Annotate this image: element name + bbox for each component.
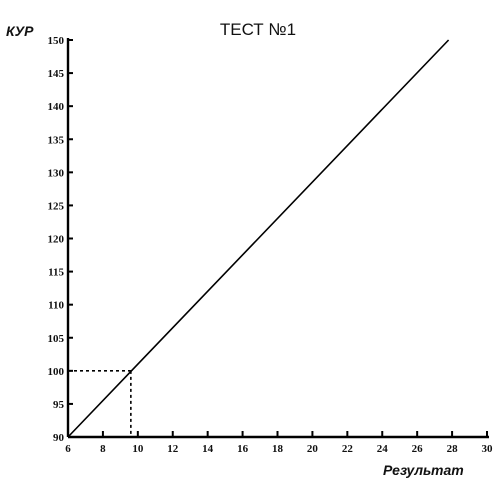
x-tick-label: 28 (447, 443, 459, 455)
y-tick-label: 115 (48, 267, 64, 279)
x-tick-label: 8 (100, 443, 106, 455)
y-tick-label: 125 (48, 200, 65, 212)
y-tick-label: 90 (53, 432, 65, 444)
chart-title: ТЕСТ №1 (220, 20, 296, 39)
x-tick-label: 30 (482, 443, 494, 455)
y-tick-label: 100 (48, 366, 65, 378)
y-axis-label: КУР (6, 23, 34, 39)
y-tick-label: 140 (48, 101, 65, 113)
x-tick-label: 26 (412, 443, 424, 455)
y-tick-label: 120 (48, 234, 65, 246)
x-tick-label: 24 (377, 443, 389, 455)
y-tick-label: 95 (53, 399, 65, 411)
x-tick-label: 10 (132, 443, 144, 455)
x-tick-label: 14 (202, 443, 214, 455)
x-tick-label: 16 (237, 443, 249, 455)
y-tick-label: 135 (48, 134, 65, 146)
y-tick-label: 150 (48, 35, 65, 47)
marks (67, 39, 450, 438)
x-tick-label: 18 (272, 443, 284, 455)
y-tick-label: 105 (48, 333, 65, 345)
y-tick-label: 145 (48, 68, 65, 80)
x-tick-label: 6 (65, 443, 71, 455)
ticks: 90 95 100 105 110 115 120 125 130 135 140 145 150 6 8 1… (48, 35, 494, 455)
series-line (67, 39, 450, 438)
x-axis-label: Результат (383, 462, 464, 478)
x-tick-label: 22 (342, 443, 354, 455)
y-tick-label: 130 (48, 167, 65, 179)
x-tick-label: 12 (167, 443, 179, 455)
y-tick-label: 110 (48, 300, 64, 312)
x-tick-label: 20 (307, 443, 319, 455)
